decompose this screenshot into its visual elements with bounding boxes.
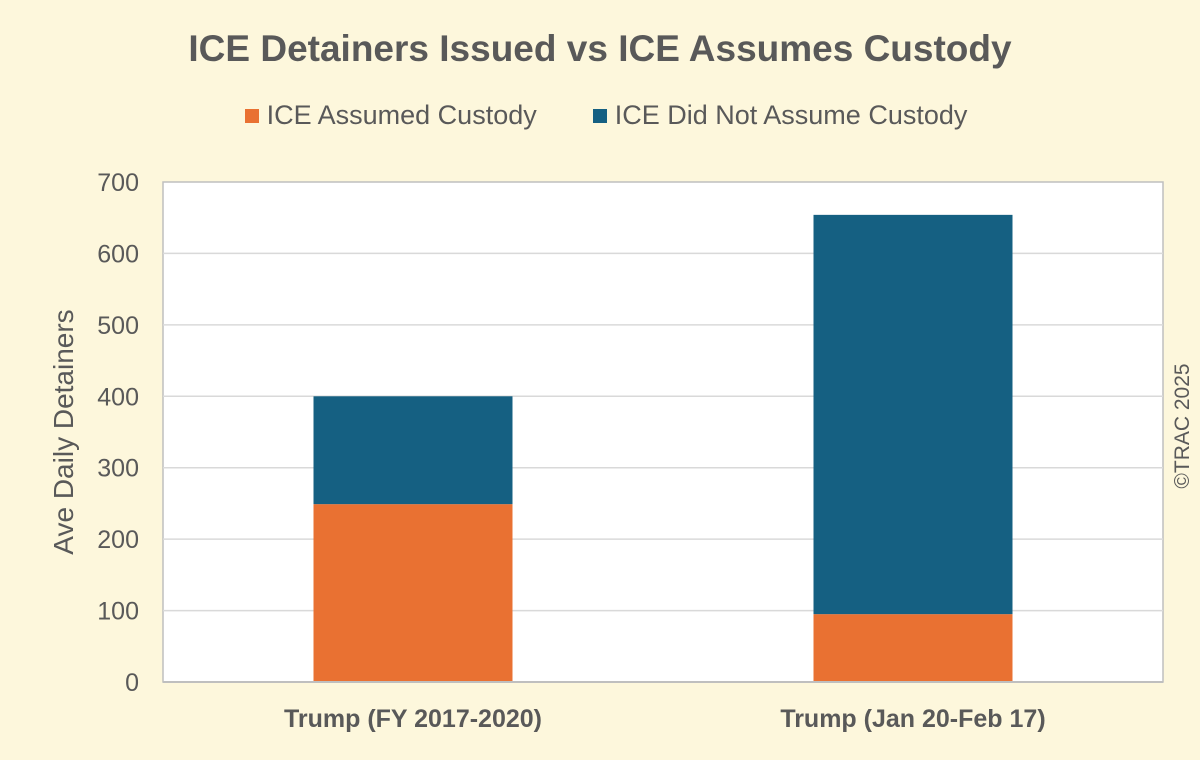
bar-assumed-custody bbox=[813, 614, 1013, 682]
y-tick-label: 700 bbox=[97, 169, 139, 197]
bar-assumed-custody bbox=[313, 504, 513, 682]
copyright-note: ©TRAC 2025 bbox=[1171, 363, 1194, 489]
legend-swatch-did-not-assume-custody bbox=[592, 108, 607, 123]
y-tick-label: 600 bbox=[97, 240, 139, 268]
y-tick-label: 200 bbox=[97, 526, 139, 554]
bar-did-not-assume-custody bbox=[813, 214, 1013, 615]
y-tick-label: 400 bbox=[97, 383, 139, 411]
legend-entry-assumed-custody: ICE Assumed Custody bbox=[233, 100, 537, 131]
y-tick-label: 500 bbox=[97, 312, 139, 340]
y-tick-label: 0 bbox=[125, 669, 139, 697]
legend-label-assumed-custody: ICE Assumed Custody bbox=[266, 100, 537, 130]
y-tick-label: 300 bbox=[97, 455, 139, 483]
x-category-label: Trump (Jan 20-Feb 17) bbox=[780, 705, 1045, 733]
legend-entry-did-not-assume-custody: ICE Did Not Assume Custody bbox=[581, 100, 968, 131]
legend-label-did-not-assume-custody: ICE Did Not Assume Custody bbox=[614, 100, 968, 130]
bar-did-not-assume-custody bbox=[313, 396, 513, 505]
chart-title: ICE Detainers Issued vs ICE Assumes Cust… bbox=[188, 28, 1012, 69]
y-axis-title: Ave Daily Detainers bbox=[48, 309, 79, 554]
y-tick-label: 100 bbox=[97, 598, 139, 626]
legend: ICE Assumed Custody ICE Did Not Assume C… bbox=[0, 100, 1200, 131]
plot-area bbox=[162, 181, 1164, 683]
legend-swatch-assumed-custody bbox=[244, 108, 259, 123]
x-category-label: Trump (FY 2017-2020) bbox=[284, 705, 542, 733]
